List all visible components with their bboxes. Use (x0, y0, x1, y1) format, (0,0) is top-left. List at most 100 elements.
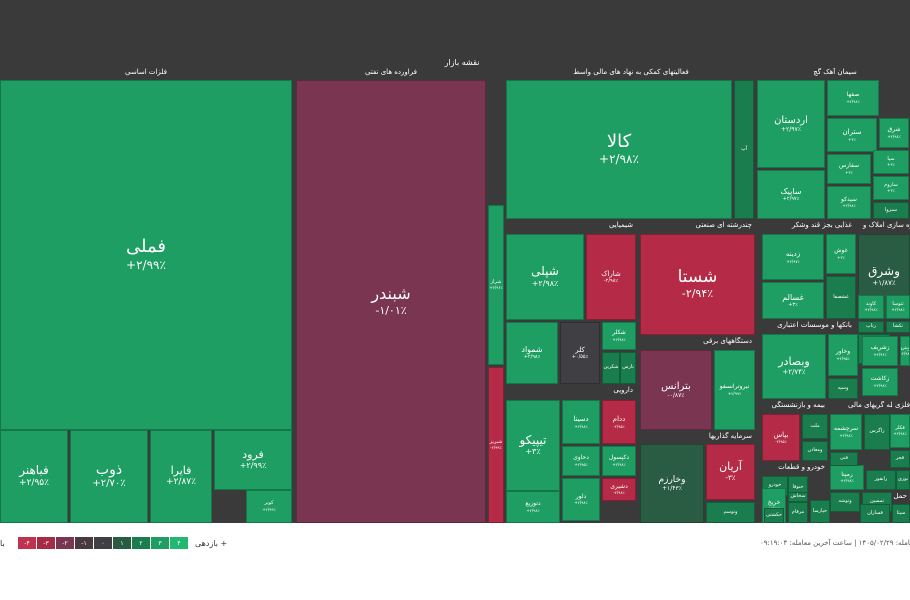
tile-symbol: آریان (719, 460, 742, 474)
tile-symbol: فسازان (867, 509, 883, 516)
treemap-tile[interactable]: سبزوا (873, 202, 909, 219)
treemap-tile[interactable]: سیدکو +۲/۹۸٪ (827, 186, 871, 219)
treemap-tile[interactable]: زشریف +۲/۹۶٪ (862, 336, 898, 366)
sector-subtitle: بیمه و بازنشستگی (760, 401, 828, 413)
treemap-tile[interactable]: غوش +۳٪ (826, 234, 856, 274)
treemap-tile[interactable]: ددام -۲/۹۵٪ (602, 400, 636, 444)
treemap-tile[interactable]: سخاش (788, 492, 808, 502)
legend-swatch: ۲ (132, 537, 150, 549)
tile-change: +۳٪ (837, 254, 845, 260)
treemap-tile[interactable]: حپارسا (810, 500, 830, 523)
treemap-tile[interactable]: وبصادر +۲/۷۴٪ (762, 334, 826, 399)
sector-subtitle: واسطه گریهای مالی (830, 401, 910, 413)
treemap-tile[interactable]: فرود +۲/۹۹٪ (214, 430, 292, 490)
treemap-tile[interactable]: شبندر -۱/۰۱٪ (296, 80, 486, 523)
treemap-tile[interactable]: غسالم +۳٪ (762, 282, 824, 319)
treemap-tile[interactable]: شپلی +۲/۹۸٪ (506, 234, 584, 320)
treemap-tile[interactable]: زدینه +۲/۹۷٪ (762, 234, 824, 280)
treemap-tile[interactable]: ثتوسا +۲/۹۸٪ (886, 295, 910, 319)
treemap-tile[interactable]: بپاس -۲/۹۵٪ (762, 414, 800, 461)
treemap-tile[interactable]: نوری (896, 470, 910, 490)
treemap-tile[interactable]: فملی +۲/۹۹٪ (0, 80, 292, 430)
tile-change: -۰/۸۷٪ (667, 392, 685, 399)
treemap-tile[interactable]: وپترو+۲/۹۸٪ (900, 336, 910, 366)
tile-symbol: ددام (612, 415, 626, 424)
treemap-tile[interactable]: سیتا (892, 504, 910, 523)
treemap-tile[interactable]: وسپه (828, 378, 858, 399)
treemap-tile[interactable]: فسازان (860, 504, 890, 523)
treemap-tile[interactable]: کالا +۲/۹۸٪ (506, 80, 732, 219)
tile-symbol: شبریز (489, 438, 503, 445)
treemap-tile[interactable]: سرچشمه +۲/۹۸٪ (830, 414, 862, 450)
tile-symbol: وشرق (868, 264, 900, 279)
treemap-tile[interactable]: شاراک -۲/۹۸٪ (586, 234, 636, 320)
tile-change: +۲/۹۵٪ (574, 461, 588, 467)
sector-subtitle: سرمایه گذاریها (640, 432, 755, 444)
treemap-tile[interactable]: دلور +۲/۹۸٪ (562, 478, 600, 521)
tile-change: +۲/۹۸٪ (574, 500, 588, 506)
treemap-tile[interactable]: شبریز -۲/۹۹٪ (488, 367, 504, 523)
tile-symbol: دسینا (573, 415, 589, 424)
treemap-tile[interactable]: وتوسم (706, 502, 755, 523)
tile-change: +۲/۹۸٪ (864, 307, 878, 313)
tile-symbol: ثتوسا (892, 300, 904, 307)
treemap-tile[interactable]: آریان -۳٪ (706, 444, 755, 500)
treemap-tile[interactable]: حکشتی (764, 508, 784, 523)
treemap-tile[interactable]: غشصفا (826, 276, 856, 319)
treemap-tile[interactable]: فایرا +۲/۸۷٪ (150, 430, 212, 523)
treemap-tile[interactable]: سپا +۳٪ (873, 150, 909, 174)
treemap-tile[interactable]: وخارزم +۱/۴۳٪ (640, 444, 704, 523)
treemap-tile[interactable]: تیپیکو +۳٪ (506, 400, 560, 491)
tile-symbol: فنی (839, 455, 849, 462)
treemap-tile[interactable]: کلر +۰/۵۵٪ (560, 322, 600, 384)
treemap-tile[interactable]: دحاوی +۲/۹۵٪ (562, 446, 600, 476)
treemap-tile[interactable]: شستا -۲/۹۴٪ (640, 234, 755, 335)
treemap-tile[interactable]: سفارس +۳٪ (827, 154, 871, 184)
treemap-tile[interactable]: فباهنر +۲/۹۵٪ (0, 430, 68, 523)
treemap-tile[interactable]: زکاشت +۲/۹۸٪ (862, 368, 898, 396)
treemap-tile[interactable]: شرق +۲/۹۸٪ (879, 118, 909, 148)
treemap-tile[interactable]: ساپیک +۲/۹۷٪ (757, 170, 825, 219)
treemap-tile[interactable]: اردستان +۲/۹۷٪ (757, 80, 825, 168)
treemap-tile[interactable]: صفها +۲/۹۸٪ (827, 80, 879, 116)
treemap-tile[interactable]: کویر +۲/۹۹٪ (246, 490, 292, 523)
tile-change: +۲/۹۸٪ (523, 354, 541, 361)
treemap-tile[interactable]: شکربن (602, 352, 620, 384)
sector-subtitle: شیمیایی (506, 221, 636, 233)
treemap-tile[interactable]: فجر (890, 450, 910, 468)
treemap-tile[interactable]: مرقام (788, 502, 808, 523)
treemap-tile[interactable]: وخاور +۲/۹۵٪ (828, 334, 858, 376)
treemap-tile[interactable]: رمپنا +۲/۹۸٪ (830, 465, 864, 490)
treemap-tile[interactable]: رتاپ (858, 321, 884, 333)
treemap-tile[interactable]: شکلر +۲/۹۸٪ (602, 322, 636, 350)
treemap-tile[interactable]: تکشا (886, 321, 910, 333)
treemap-tile[interactable]: آپ (734, 80, 754, 219)
treemap-tile[interactable]: زاگرس (864, 414, 890, 450)
treemap-tile[interactable]: دکپسول +۲/۹۸٪ (602, 446, 636, 476)
treemap-tile[interactable]: دتوزیع +۲/۹۸٪ (506, 491, 560, 523)
tile-change: -۳٪ (725, 473, 736, 482)
treemap-tile[interactable]: بترانس -۰/۸۷٪ (640, 350, 712, 430)
treemap-tile[interactable]: ستران +۳٪ (827, 118, 877, 152)
treemap-tile[interactable]: نارس (620, 352, 636, 384)
treemap-tile[interactable]: فنی (830, 452, 858, 466)
treemap-tile[interactable]: دشیری -۲/۹۸٪ (602, 478, 636, 501)
treemap-tile[interactable]: رانفور (866, 470, 896, 490)
tile-change: -۲/۹۹٪ (490, 445, 502, 451)
legend-swatch: ۴ (170, 537, 188, 549)
tile-change: +۲/۹۸٪ (526, 507, 540, 513)
treemap-tile[interactable]: وتوشه (830, 492, 860, 512)
treemap-tile[interactable]: ملت (802, 414, 828, 439)
treemap-tile[interactable]: شمواد +۲/۹۸٪ (506, 322, 558, 384)
tile-symbol: شستا (677, 266, 718, 287)
treemap-tile[interactable]: ساروم +۳٪ (873, 176, 909, 200)
tile-change: +۳٪ (525, 447, 541, 457)
treemap-tile[interactable]: شراز +۲/۹۶٪ (488, 205, 504, 365)
treemap-tile[interactable]: ومعادن (802, 441, 828, 461)
treemap-tile[interactable]: ذوب +۲/۷۰٪ (70, 430, 148, 523)
tile-symbol: شبندر (371, 284, 411, 304)
treemap-tile[interactable]: فکلر +۲/۹۸٪ (890, 414, 910, 448)
treemap-tile[interactable]: نیروترانسفو +۲/۹۹٪ (714, 350, 755, 430)
treemap-tile[interactable]: کاوند +۲/۹۸٪ (858, 295, 884, 319)
treemap-tile[interactable]: دسینا +۲/۹۸٪ (562, 400, 600, 444)
